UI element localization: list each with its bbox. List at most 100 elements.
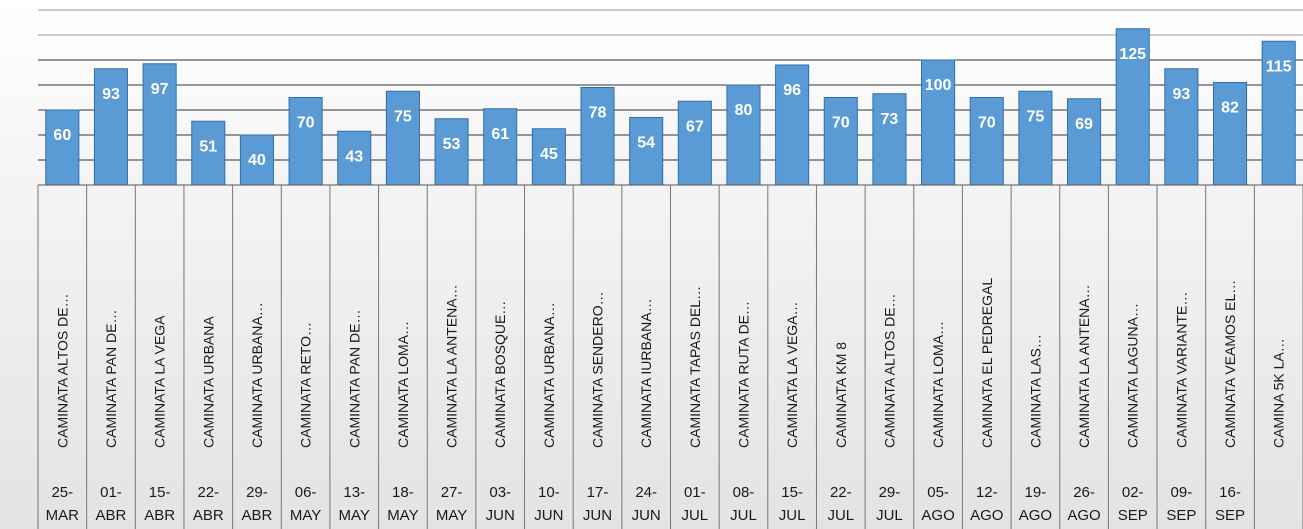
date-label-day: 09- [1171, 484, 1193, 501]
bar [483, 108, 518, 186]
bar-value-label: 115 [1266, 58, 1292, 75]
date-label-month: JUL [827, 507, 854, 524]
category-label: CAMINATA LA VEGA [152, 315, 168, 448]
category-label: CAMINATA ALTOS DE… [54, 293, 70, 448]
category-label: CAMINATA BOSQUE… [492, 301, 508, 448]
bars [45, 28, 1296, 186]
date-label-day: 29- [246, 484, 268, 501]
date-label-day: 22- [830, 484, 852, 501]
bar [1018, 90, 1053, 186]
bar [872, 93, 907, 186]
date-label-month: ABR [242, 507, 273, 524]
category-label: CAMINATA RUTA DE… [735, 301, 751, 448]
category-label: CAMINATA RETO… [298, 322, 314, 448]
bar [580, 87, 615, 186]
bar-value-label: 40 [248, 152, 266, 169]
category-label: CAMINATA IURBANA… [638, 298, 654, 448]
bar-data-labels: 60 93 97 51 40 70 43 75 53 61 45 78 54 67 80 96 70 73 100 7… [53, 46, 1291, 169]
date-label-month: AGO [921, 507, 954, 524]
date-label-month: JUN [534, 507, 563, 524]
bar-value-label: 67 [686, 118, 704, 135]
bar [677, 100, 712, 186]
date-label-month: AGO [1019, 507, 1052, 524]
category-label: CAMINATA VARIANTE… [1173, 292, 1189, 448]
bar-value-label: 70 [978, 115, 996, 132]
date-label-month: SEP [1118, 507, 1148, 524]
category-label: CAMINATA LAGUNA… [1125, 303, 1141, 448]
date-label-month: MAR [46, 507, 80, 524]
category-label: CAMINATA LA VEGA… [784, 301, 800, 448]
bar [288, 97, 323, 186]
bar [45, 109, 80, 186]
bar [969, 97, 1004, 186]
bar-value-label: 54 [637, 135, 655, 152]
date-label-day: 10- [538, 484, 560, 501]
bar-value-label: 80 [735, 102, 753, 119]
bar [1067, 98, 1102, 186]
date-label-month: SEP [1166, 507, 1196, 524]
category-label: CAMINATA URBANA… [541, 302, 557, 448]
bar [823, 97, 858, 186]
category-label: CAMINATA URBANA [200, 316, 216, 448]
date-label-month: AGO [970, 507, 1003, 524]
category-label: CAMINATA URBANA… [249, 302, 265, 448]
category-label: CAMINATA VEAMOS EL… [1222, 280, 1238, 448]
bar-value-label: 70 [297, 115, 315, 132]
category-label: CAMINATA KM 8 [833, 342, 849, 448]
category-label: CAMINATA LA ANTENA… [444, 284, 460, 448]
date-label-month: JUN [632, 507, 661, 524]
bar-value-label: 45 [540, 146, 558, 163]
bar [434, 118, 469, 186]
bar-value-label: 78 [589, 105, 607, 122]
bar-value-label: 75 [1027, 108, 1045, 125]
date-label-day: 06- [295, 484, 317, 501]
date-label-day: 25- [51, 484, 73, 501]
bar-value-label: 100 [925, 77, 952, 94]
bar-value-label: 70 [832, 115, 850, 132]
category-axis: CAMINATA ALTOS DE… 25- MAR CAMINATA PAN DE…… [37, 184, 1303, 529]
bar-value-label: 69 [1075, 116, 1093, 133]
date-label-day: 13- [343, 484, 365, 501]
date-label-month: ABR [193, 507, 224, 524]
date-label-month: JUN [486, 507, 515, 524]
date-label-month: JUL [730, 507, 757, 524]
bar [1212, 82, 1248, 186]
date-label-day: 17- [587, 484, 609, 501]
date-label-month: MAY [387, 507, 418, 524]
category-label: CAMINATA SENDERO… [590, 291, 606, 448]
date-label-day: 08- [733, 484, 755, 501]
date-label-month: JUN [583, 507, 612, 524]
category-label: CAMINATA ALTOS DE… [881, 293, 897, 448]
bar-value-label: 97 [151, 81, 169, 98]
date-label-day: 16- [1219, 484, 1241, 501]
date-label-day: 02- [1122, 484, 1144, 501]
bar-value-label: 60 [53, 127, 71, 144]
bar [1164, 68, 1199, 186]
bar [1261, 40, 1296, 186]
bar-value-label: 43 [345, 148, 363, 165]
bar-value-label: 96 [783, 82, 801, 99]
bar-value-label: 61 [491, 126, 509, 143]
date-label-day: 01- [100, 484, 122, 501]
date-label-day: 26- [1073, 484, 1095, 501]
bar [385, 90, 420, 186]
bar-value-label: 125 [1119, 46, 1146, 63]
bar-value-label: 82 [1221, 100, 1239, 117]
bar [1115, 28, 1150, 186]
bar-value-label: 51 [199, 138, 217, 155]
date-label-day: 19- [1025, 484, 1047, 501]
date-label-day: 18- [392, 484, 414, 501]
date-label-day: 03- [489, 484, 511, 501]
bar [726, 84, 761, 186]
date-label-day: 22- [197, 484, 219, 501]
date-label-month: AGO [1067, 507, 1100, 524]
bar-value-label: 75 [394, 108, 412, 125]
category-label: CAMINA 5K LA… [1271, 338, 1287, 448]
bar [775, 64, 810, 186]
date-label-day: 01- [684, 484, 706, 501]
gridlines [38, 9, 1303, 161]
date-label-month: ABR [96, 507, 127, 524]
date-label-month: JUL [876, 507, 903, 524]
